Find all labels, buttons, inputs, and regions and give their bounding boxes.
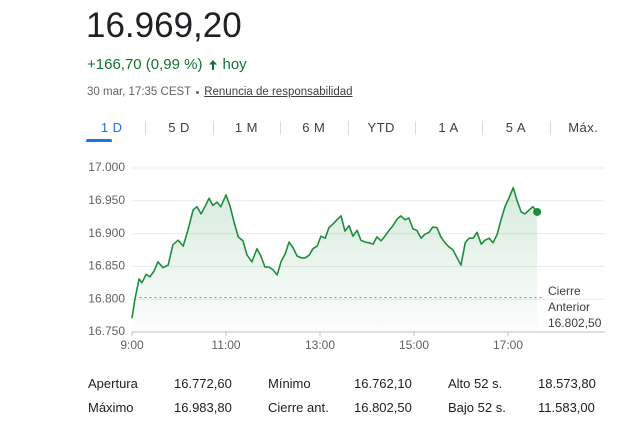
- line: [131, 186, 538, 319]
- stat-label: Alto 52 s.: [448, 376, 503, 391]
- stat-value: 18.573,80: [538, 376, 596, 391]
- up-arrow: [208, 59, 217, 70]
- y-tick-label: 16.950: [88, 193, 125, 207]
- range-tab[interactable]: 5 A: [482, 118, 549, 142]
- range-tab[interactable]: 1 D: [78, 118, 145, 142]
- disclaimer-link[interactable]: Renuncia de responsabilidad: [204, 86, 353, 98]
- timestamp: 30 mar, 17:35 CEST: [87, 86, 192, 98]
- stat-value: 11.583,00: [538, 400, 595, 415]
- stat-value: 16.983,80: [174, 400, 232, 415]
- y-tick-label: 16.750: [88, 324, 125, 338]
- range-tab[interactable]: YTD: [347, 118, 415, 142]
- separator: [196, 90, 200, 94]
- stat-label: Cierre ant.: [268, 400, 329, 415]
- y-tick-label: 16.850: [88, 259, 125, 273]
- price: 16.969,20: [86, 6, 242, 45]
- stat-value: 16.802,50: [354, 400, 412, 415]
- chart: 16.750 16.800 16.850 16.900 16.950 17.000 9:00…: [88, 160, 605, 352]
- range-tab[interactable]: 5 D: [145, 118, 212, 142]
- stat-label: Máximo: [88, 400, 134, 415]
- x-tick-label: 9:00: [120, 338, 144, 352]
- stat-value: 16.772,60: [174, 376, 232, 391]
- range-tab[interactable]: 1 M: [212, 118, 280, 142]
- change-value: +166,70 (0,99 %): [87, 56, 203, 73]
- x-tick-label: 11:00: [211, 338, 240, 352]
- previous-close: Cierre Anterior 16.802,50: [548, 283, 616, 331]
- range-tab[interactable]: 1 A: [414, 118, 482, 142]
- stat-label: Mínimo: [268, 376, 311, 391]
- stat-value: 16.762,10: [354, 376, 412, 391]
- stat-label: Apertura: [88, 376, 138, 391]
- stat-label: Bajo 52 s.: [448, 400, 506, 415]
- previous-close-value: 16.802,50: [548, 316, 602, 330]
- range-tab[interactable]: 6 M: [280, 118, 347, 142]
- stats-table: Apertura 16.772,60 Mínimo 16.762,10 Alto 52 …: [88, 376, 600, 424]
- y-tick-label: 16.800: [88, 291, 125, 305]
- range-tab[interactable]: Máx.: [549, 118, 617, 142]
- x-tick-label: 17:00: [493, 338, 523, 352]
- area: [132, 187, 538, 332]
- y-tick-label: 16.900: [88, 226, 125, 240]
- y-tick-label: 17.000: [88, 160, 125, 174]
- meta: 30 mar, 17:35 CEST Renuncia de responsab…: [87, 86, 353, 98]
- change-period: hoy: [222, 56, 247, 73]
- x-tick-label: 15:00: [399, 338, 429, 352]
- x-tick-label: 13:00: [305, 338, 335, 352]
- change: +166,70 (0,99 %) hoy: [87, 56, 247, 73]
- previous-close-name: Cierre Anterior: [548, 284, 591, 314]
- last-point: [533, 207, 542, 216]
